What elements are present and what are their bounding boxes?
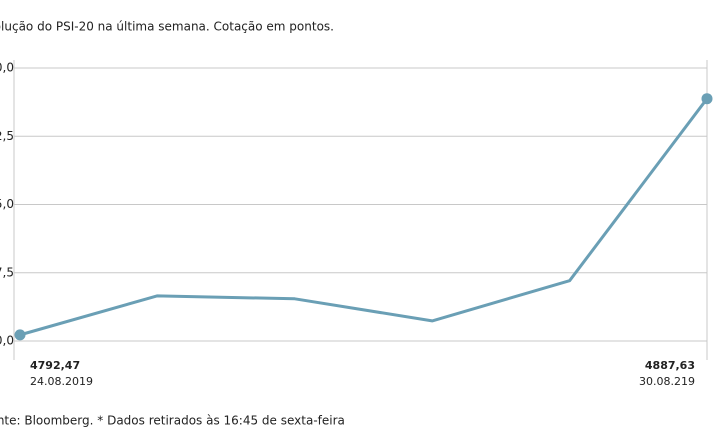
chart-title: Evolução do PSI-20 na última semana. Cot… (0, 20, 334, 34)
y-tick-label: 4790,0 (0, 334, 14, 348)
x-tick-label: 30.08.219 (639, 375, 695, 388)
x-tick-label: 24.08.2019 (30, 375, 93, 388)
point (14, 329, 26, 341)
y-tick-label: 4872,5 (0, 129, 14, 143)
line (19, 97, 709, 337)
value-label: 4792,47 (30, 359, 80, 372)
value-label: 4887,63 (645, 359, 695, 372)
y-tick-label: 4817,5 (0, 265, 14, 279)
point (701, 93, 713, 105)
source-note: Fonte: Bloomberg. * Dados retirados às 1… (0, 414, 345, 428)
y-tick-label: 4845,0 (0, 197, 14, 211)
y-tick-label: 4900,0 (0, 61, 14, 75)
